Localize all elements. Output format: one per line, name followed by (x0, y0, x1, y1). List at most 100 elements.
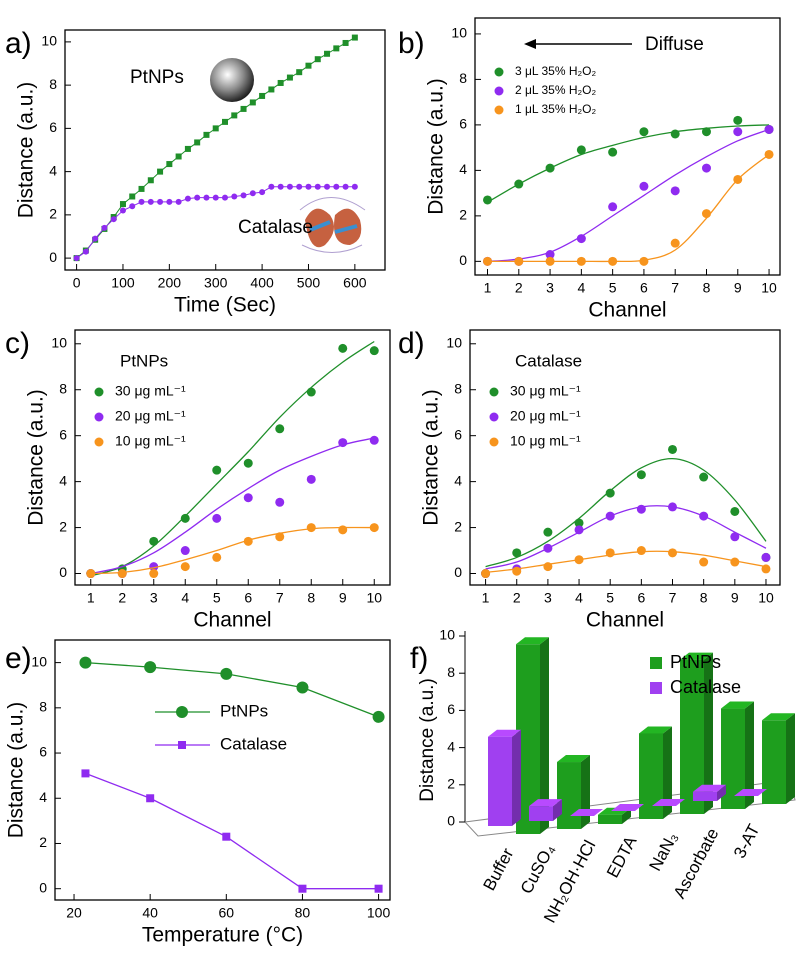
panel-label: c) (5, 327, 30, 360)
y-tick-label: 6 (447, 701, 455, 717)
marker (175, 153, 182, 160)
fit-curve (90, 437, 375, 575)
marker (314, 56, 321, 63)
x-tick-label: 2 (515, 280, 523, 296)
bar-side (704, 652, 713, 814)
data-point (608, 202, 618, 212)
y-tick-label: 4 (39, 789, 47, 805)
marker (249, 99, 256, 106)
data-point (639, 181, 649, 191)
y-tick-label: 8 (459, 70, 467, 86)
marker (129, 203, 136, 210)
bar (639, 733, 663, 819)
x-tick-label: 60 (219, 905, 235, 921)
bar (557, 762, 581, 829)
data-point (730, 557, 740, 567)
bar (529, 806, 553, 821)
y-tick-label: 8 (454, 380, 462, 396)
marker (333, 183, 340, 190)
panel-label: b) (398, 27, 425, 60)
axes-frame (64, 29, 386, 271)
x-tick-label: 4 (575, 590, 583, 606)
x-tick-label: 8 (700, 590, 708, 606)
marker (374, 884, 383, 893)
data-point (761, 564, 771, 574)
fit-curve (487, 153, 770, 263)
y-tick-label: 4 (454, 472, 462, 488)
legend-title: PtNPs (120, 351, 168, 370)
axes-frame (469, 329, 781, 586)
data-point (543, 543, 553, 553)
bar-top (570, 809, 603, 816)
bar-side (540, 637, 549, 834)
y-tick-label: 4 (447, 738, 455, 754)
y-tick-label: 0 (49, 249, 57, 265)
marker (333, 45, 340, 52)
marker (119, 207, 126, 214)
marker (184, 195, 191, 202)
marker (351, 183, 358, 190)
data-point (730, 506, 740, 516)
marker (146, 794, 155, 803)
x-tick-label: 40 (142, 905, 158, 921)
marker (222, 194, 228, 201)
bar-top (488, 729, 521, 737)
x-tick-label: 0 (73, 275, 81, 291)
data-point (761, 552, 771, 562)
marker (147, 177, 154, 184)
marker (240, 105, 247, 112)
y-tick-label: 10 (451, 25, 467, 41)
marker (92, 235, 99, 242)
data-point (481, 569, 491, 579)
marker (144, 661, 157, 674)
panel-label: e) (5, 642, 32, 675)
y-tick-label: 2 (49, 206, 57, 222)
marker (249, 190, 256, 197)
data-point (576, 234, 586, 244)
x-tick-label: 200 (158, 275, 182, 291)
data-point (699, 472, 709, 482)
marker (259, 92, 266, 99)
marker (220, 667, 233, 680)
data-point (733, 127, 743, 137)
bar-top (639, 726, 672, 734)
y-tick-label: 6 (459, 116, 467, 132)
marker (268, 183, 275, 190)
x-tick-label: 2 (118, 590, 126, 606)
bar-side (512, 729, 521, 826)
y-tick-label: 2 (59, 518, 67, 534)
data-point (576, 256, 586, 266)
marker (277, 79, 284, 86)
data-point (670, 129, 680, 139)
category-label: 3-AT (730, 821, 763, 861)
x-tick-label: 8 (703, 280, 711, 296)
x-tick-label: 80 (295, 905, 311, 921)
bar (693, 791, 717, 801)
marker (203, 194, 210, 201)
data-point (212, 552, 222, 562)
marker (231, 193, 238, 200)
x-tick-label: 400 (250, 275, 274, 291)
legend-marker (489, 412, 499, 422)
marker (176, 706, 188, 718)
data-point (701, 127, 711, 137)
x-tick-label: 6 (640, 280, 648, 296)
data-point (636, 546, 646, 556)
data-point (275, 532, 285, 542)
data-point (369, 523, 379, 533)
data-point (512, 566, 522, 576)
x-axis-label: Channel (193, 609, 271, 632)
data-point (608, 256, 618, 266)
legend-marker (489, 387, 499, 397)
marker (73, 255, 80, 262)
y-axis-label: Distance (a.u.) (425, 78, 448, 215)
data-point (243, 493, 253, 503)
data-point (668, 548, 678, 558)
x-axis-label: Channel (586, 609, 664, 632)
marker (212, 125, 219, 132)
marker (342, 39, 349, 46)
category-label: EDTA (603, 832, 641, 880)
bar-side (553, 799, 562, 821)
x-tick-label: 7 (276, 590, 284, 606)
